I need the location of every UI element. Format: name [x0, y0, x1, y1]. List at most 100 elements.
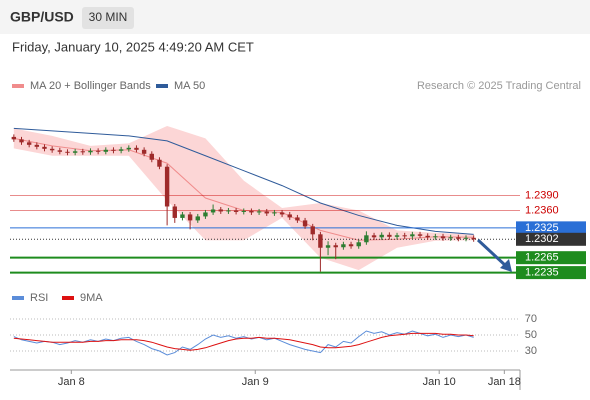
candle-body [19, 139, 24, 143]
candle-body [256, 211, 262, 213]
x-tick-label: Jan 9 [242, 376, 269, 388]
bollinger-band [13, 125, 474, 271]
level-label: 1.2235 [525, 267, 559, 279]
candle-body [318, 234, 323, 248]
candle-body [11, 136, 17, 140]
last-price-box [516, 232, 586, 246]
candle-body [203, 212, 208, 217]
legend-swatch [12, 84, 24, 88]
plot: MA 20 + Bollinger Bands MA 50 1.2390 1.2360… [10, 80, 586, 388]
indicator-line [13, 332, 474, 351]
candle-body [233, 210, 239, 212]
candle-body [463, 237, 469, 239]
candle-body [95, 150, 101, 152]
candle-body [440, 236, 446, 239]
candle-body [379, 234, 384, 238]
candle-body [410, 234, 415, 237]
candle-body [164, 166, 170, 207]
forecast-arrow [476, 238, 508, 268]
level-label: 1.2360 [525, 204, 559, 216]
y-tick-label: 30 [525, 345, 537, 357]
candle-body [417, 234, 423, 236]
x-tick-label: Jan 10 [423, 376, 456, 388]
candle-body [72, 151, 78, 153]
candle-body [88, 150, 93, 153]
candle-body [141, 149, 147, 154]
ma-line [13, 127, 474, 235]
legend-label: 9MA [80, 292, 103, 304]
interval-box[interactable] [82, 7, 134, 29]
candle-body [402, 235, 407, 237]
candle-body [126, 147, 131, 150]
candle-body [387, 234, 392, 237]
candle-body [287, 214, 292, 218]
candle-body [157, 159, 162, 167]
candle-body [325, 245, 331, 248]
legend-label: RSI [30, 292, 48, 304]
candle-body [364, 235, 369, 243]
candle-body [80, 151, 86, 153]
candle-body [210, 209, 216, 213]
legend-swatch [12, 296, 24, 300]
candle-body [26, 142, 32, 145]
indicator-line [13, 330, 474, 356]
level-label: 1.2390 [525, 189, 559, 201]
candle-body [103, 149, 109, 152]
candle-body [356, 242, 361, 247]
candle-body [272, 212, 277, 214]
candle-body [195, 216, 200, 221]
level-label: 1.2265 [525, 252, 559, 264]
candle-body [149, 153, 154, 160]
candle-body [34, 144, 40, 147]
candle-body [134, 147, 139, 150]
candle-body [226, 210, 231, 212]
level-label-box [516, 251, 586, 265]
candle-body [348, 244, 354, 247]
y-tick-label: 70 [525, 313, 537, 325]
candle-body [448, 237, 453, 239]
candle-body [49, 148, 55, 151]
interval[interactable]: 30 MIN [89, 10, 128, 24]
legend-label: MA 20 + Bollinger Bands [30, 80, 151, 92]
candle-body [310, 226, 315, 235]
candle-body [65, 151, 70, 153]
level-label-box [516, 221, 586, 235]
candle-body [241, 210, 246, 212]
candle-body [471, 237, 476, 240]
credit: Research © 2025 Trading Central [417, 80, 581, 92]
candle-body [218, 209, 223, 212]
candle-body [111, 149, 116, 151]
candle-body [118, 149, 124, 151]
timestamp: Friday, January 10, 2025 4:49:20 AM CET [12, 39, 254, 54]
level-label: 1.2325 [525, 222, 559, 234]
legend-label: MA 50 [174, 80, 205, 92]
level-label-box [516, 266, 586, 280]
y-tick-label: 50 [525, 329, 537, 341]
symbol: GBP/USD [10, 9, 74, 25]
candle-body [425, 235, 430, 238]
candle-body [302, 220, 308, 227]
candle-body [279, 212, 285, 215]
candle-body [187, 214, 193, 221]
legend-swatch [62, 296, 74, 300]
candle-body [295, 217, 300, 221]
candle-body [341, 244, 346, 248]
candle-body [42, 146, 47, 149]
candle-body [249, 210, 254, 213]
last-price-label: 1.2302 [525, 233, 559, 245]
candle-body [394, 235, 400, 237]
candle-body [264, 211, 269, 214]
candle-body [371, 235, 377, 238]
candle-body [180, 214, 185, 218]
forecast-arrowhead [500, 259, 512, 272]
candle-body [172, 206, 177, 218]
candle-body [456, 237, 461, 239]
candle-body [333, 245, 338, 248]
legend-swatch [156, 84, 168, 88]
x-tick-label: Jan 18 [488, 376, 521, 388]
candle-body [433, 236, 438, 238]
x-tick-label: Jan 8 [58, 376, 85, 388]
candle-body [57, 150, 63, 152]
